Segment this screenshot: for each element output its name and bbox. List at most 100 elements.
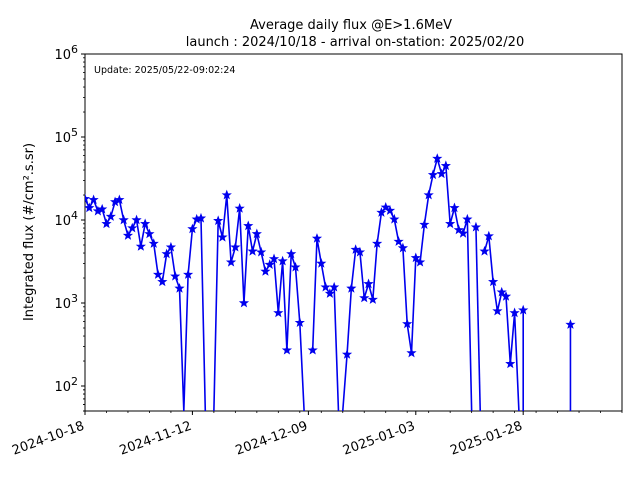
data-point-marker	[183, 269, 194, 279]
y-tick-label: 104	[54, 209, 78, 229]
data-point-marker	[354, 246, 366, 257]
data-point-marker	[213, 215, 224, 226]
data-point-marker	[518, 304, 529, 315]
data-point-marker	[329, 281, 340, 292]
data-point-marker	[225, 256, 237, 267]
data-point-marker	[389, 213, 400, 224]
data-point-marker	[470, 221, 482, 232]
y-tick-base: 10	[54, 214, 71, 229]
data-point-marker	[410, 252, 421, 263]
data-point-marker	[384, 205, 396, 215]
data-point-marker	[165, 241, 177, 252]
data-point-marker	[174, 283, 185, 293]
data-point-marker	[85, 193, 91, 204]
data-point-marker	[260, 266, 271, 276]
x-tick-label: 2024-11-12	[118, 419, 194, 459]
data-point-marker	[307, 344, 318, 355]
update-annotation: Update: 2025/05/22-09:02:24	[94, 65, 235, 76]
y-axis-label-main: Integrated flux (#/cm².s.sr)	[22, 143, 37, 321]
data-point-marker	[376, 207, 387, 217]
data-point-marker	[393, 236, 404, 246]
data-point-marker	[256, 246, 267, 257]
data-point-marker	[462, 213, 473, 224]
data-point-marker	[423, 189, 434, 200]
data-point-marker	[114, 194, 125, 205]
data-point-marker	[496, 286, 507, 297]
data-point-marker	[505, 358, 516, 369]
x-axis: 2024-10-18 2024-11-12 2024-12-09 2025-01-03…	[10, 411, 623, 459]
data-point-marker	[436, 168, 447, 179]
data-point-marker	[500, 291, 512, 301]
data-point-marker	[350, 244, 361, 254]
data-point-marker	[122, 230, 134, 240]
data-point-marker	[419, 219, 430, 229]
data-point-marker	[88, 194, 99, 205]
y-tick-exp: 2	[71, 375, 78, 388]
data-point-marker	[367, 294, 378, 304]
chart-title: Average daily flux @E>1.6MeV	[250, 18, 452, 33]
series-line	[475, 227, 482, 411]
data-point-marker	[290, 261, 301, 272]
data-point-marker	[359, 292, 370, 303]
y-tick-base: 10	[54, 380, 71, 395]
data-point-marker	[157, 276, 168, 287]
data-point-marker	[97, 203, 108, 214]
data-point-marker	[414, 256, 426, 267]
data-point-marker	[397, 242, 408, 253]
data-point-marker	[341, 349, 353, 359]
y-tick-label: 103	[54, 292, 78, 312]
series-layer	[85, 153, 576, 411]
data-point-marker	[488, 276, 499, 287]
x-tick-label: 2024-12-09	[234, 419, 310, 459]
data-point-marker	[144, 228, 155, 239]
y-tick-base: 10	[54, 48, 71, 63]
data-point-marker	[509, 307, 520, 318]
y-tick-exp: 6	[71, 43, 78, 56]
data-point-marker	[281, 344, 293, 355]
data-point-marker	[234, 203, 245, 213]
data-point-marker	[127, 222, 138, 233]
data-point-marker	[238, 297, 250, 308]
data-point-marker	[230, 241, 241, 252]
data-point-marker	[243, 220, 254, 231]
y-tick-label: 106	[54, 43, 78, 63]
data-point-marker	[445, 218, 456, 229]
y-tick-label: 105	[54, 126, 78, 146]
data-point-marker	[346, 283, 357, 293]
data-point-marker	[152, 269, 164, 279]
chart-subtitle: launch : 2024/10/18 - arrival on-station…	[186, 35, 524, 50]
data-point-marker	[427, 169, 439, 180]
plot-frame	[84, 53, 623, 412]
data-point-marker	[492, 305, 503, 316]
data-point-marker	[432, 153, 443, 163]
data-point-marker	[140, 218, 151, 229]
data-point-marker	[251, 228, 262, 239]
data-point-marker	[221, 189, 232, 200]
x-tick-label: 2025-01-28	[448, 419, 524, 459]
data-point-marker	[135, 241, 146, 251]
data-point-marker	[131, 214, 142, 225]
y-tick-exp: 5	[71, 126, 78, 139]
data-point-marker	[273, 307, 284, 318]
data-point-marker	[277, 255, 288, 266]
x-tick-label: 2024-10-18	[10, 419, 86, 459]
data-point-marker	[161, 248, 172, 259]
data-point-marker	[324, 288, 335, 298]
data-point-marker	[311, 233, 323, 243]
data-point-marker	[449, 202, 460, 213]
data-point-marker	[372, 238, 383, 248]
data-point-marker	[483, 230, 494, 241]
data-point-marker	[101, 218, 112, 229]
data-point-marker	[148, 238, 159, 248]
data-point-marker	[247, 245, 258, 256]
data-point-marker	[195, 212, 207, 223]
data-point-marker	[118, 214, 129, 225]
y-tick-base: 10	[54, 131, 71, 146]
data-point-marker	[85, 202, 95, 213]
y-tick-exp: 3	[71, 292, 78, 305]
data-point-marker	[320, 281, 331, 292]
data-point-marker	[294, 317, 305, 327]
data-point-marker	[105, 211, 116, 221]
data-point-marker	[363, 278, 374, 289]
